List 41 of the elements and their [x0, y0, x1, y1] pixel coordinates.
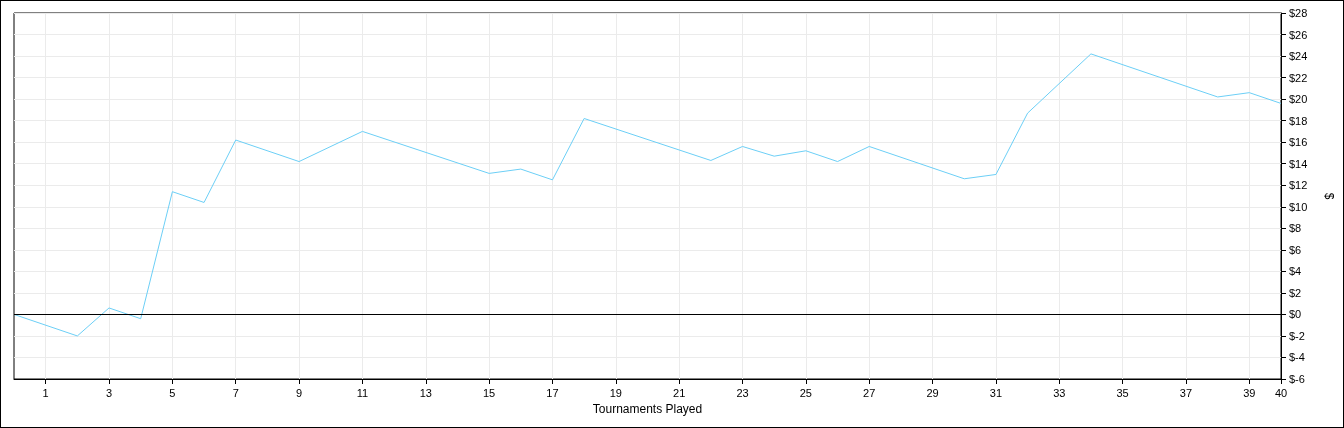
x-tick-label: 3 — [105, 386, 113, 399]
x-tick-label: 25 — [799, 386, 812, 399]
y-tick-label: $2 — [1289, 286, 1302, 299]
x-tick-label: 7 — [232, 386, 239, 399]
y-tick-label: $26 — [1289, 28, 1308, 41]
y-tick-label: $4 — [1289, 265, 1302, 278]
y-tick-label: $6 — [1289, 243, 1302, 256]
x-tick-label: 13 — [419, 386, 432, 399]
x-tick-label: 33 — [1053, 386, 1066, 399]
x-tick-label: 1 — [42, 386, 49, 399]
y-tick-label: $16 — [1289, 136, 1308, 149]
y-tick-label: $20 — [1289, 93, 1308, 106]
y-tick-label: $0 — [1289, 308, 1302, 321]
y-tick-label: $12 — [1289, 179, 1308, 192]
x-tick-label: 31 — [989, 386, 1003, 399]
y-tick-label: $18 — [1289, 114, 1308, 127]
x-tick-label: 9 — [296, 386, 303, 399]
y-tick-label: $-4 — [1289, 351, 1305, 364]
x-tick-label: 35 — [1116, 386, 1129, 399]
y-tick-label: $24 — [1289, 50, 1308, 63]
y-tick-label: $-2 — [1289, 329, 1305, 342]
x-tick-label: 23 — [736, 386, 749, 399]
y-tick-label: $14 — [1289, 157, 1308, 170]
y-tick-label: $10 — [1289, 200, 1308, 213]
x-tick-label: 29 — [926, 386, 939, 399]
y-tick-label: $22 — [1289, 71, 1308, 84]
y-tick-label: $28 — [1289, 7, 1308, 19]
y-tick-label: $-6 — [1289, 373, 1305, 385]
x-tick-label: 40 — [1274, 386, 1288, 399]
x-tick-label: 5 — [169, 386, 176, 399]
x-tick-label: 19 — [609, 386, 622, 399]
x-tick-label: 11 — [356, 386, 369, 399]
x-tick-label: 39 — [1243, 386, 1256, 399]
y-axis-title: $ — [1322, 192, 1336, 200]
x-tick-label: 17 — [546, 386, 559, 399]
x-tick-label: 21 — [673, 386, 686, 399]
y-tick-label: $8 — [1289, 222, 1302, 235]
x-tick-label: 27 — [863, 386, 876, 399]
x-tick-label: 15 — [483, 386, 496, 399]
x-axis-title: Tournaments Played — [592, 401, 703, 416]
x-tick-label: 37 — [1179, 386, 1193, 399]
